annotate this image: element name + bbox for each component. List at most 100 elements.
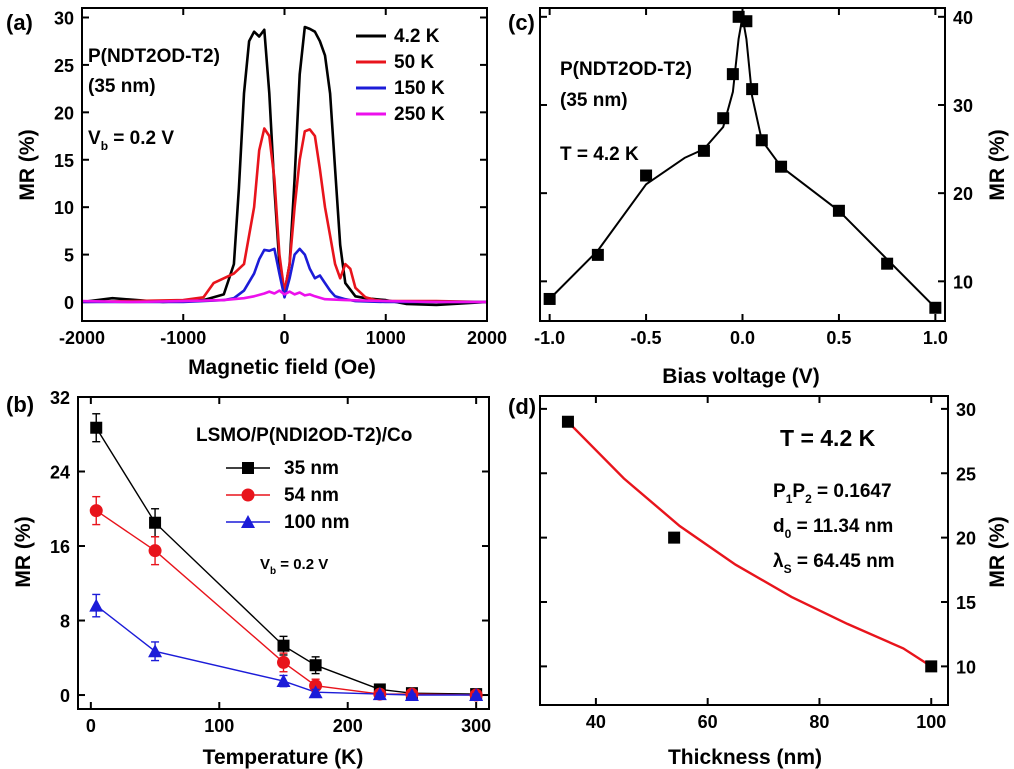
panel-b-y-tick-label: 16 bbox=[50, 537, 70, 557]
panel-a-y-tick-label: 30 bbox=[54, 8, 74, 28]
panel-c-point bbox=[740, 15, 753, 28]
panel-a-legend-label: 150 K bbox=[394, 78, 445, 99]
panel-b-point bbox=[148, 644, 163, 658]
panel-c-frame bbox=[539, 7, 946, 322]
panel-b-y-tick-label: 32 bbox=[50, 388, 70, 408]
panel-c-point bbox=[726, 68, 739, 81]
panel-c-y-tick-label: 10 bbox=[953, 272, 973, 292]
panel-a-y-tick-label: 5 bbox=[64, 246, 74, 266]
panel-d-y-tick-label: 30 bbox=[956, 400, 976, 420]
panel-d-y-tick-label: 25 bbox=[956, 464, 976, 484]
panel-a-x-tick-label: -1000 bbox=[160, 328, 206, 348]
panel-b-legend-label: 35 nm bbox=[284, 458, 339, 479]
panel-a-line-150K bbox=[82, 247, 487, 304]
panel-d-point bbox=[561, 415, 574, 428]
panel-b-point bbox=[276, 674, 291, 688]
panel-c-annotation-2: (35 nm) bbox=[560, 90, 628, 111]
panel-c-fit-curve bbox=[548, 15, 937, 309]
panel-d-y-tick-label: 20 bbox=[956, 529, 976, 549]
panel-c-y-tick-label: 20 bbox=[953, 184, 973, 204]
panel-a-x-tick-label: -2000 bbox=[59, 328, 105, 348]
panel-c-annotation-1: P(NDT2OD-T2) bbox=[560, 59, 692, 80]
panel-a-x-tick-label: 1000 bbox=[366, 328, 406, 348]
panel-c-point bbox=[775, 160, 788, 173]
panel-a-x-tick-label: 2000 bbox=[467, 328, 507, 348]
panel-a-line-50K bbox=[81, 127, 488, 304]
panel-b-bias-label: Vb = 0.2 V bbox=[260, 556, 328, 577]
panel-a-y-tick-label: 10 bbox=[54, 198, 74, 218]
panel-c-point bbox=[717, 112, 730, 125]
panel-a-y-tick-label: 25 bbox=[54, 56, 74, 76]
panel-a-label: (a) bbox=[6, 10, 33, 35]
panel-d-y-tick-label: 15 bbox=[956, 593, 976, 613]
panel-b-x-tick-label: 200 bbox=[333, 716, 363, 736]
panel-b-point bbox=[469, 688, 484, 702]
panel-c-x-tick-label: -1.0 bbox=[534, 328, 565, 348]
panel-a-legend-label: 4.2 K bbox=[394, 26, 440, 47]
panel-b-x-tick-label: 300 bbox=[461, 716, 491, 736]
panel-b-xlabel: Temperature (K) bbox=[203, 746, 364, 769]
panel-c-label: (c) bbox=[508, 10, 535, 35]
panel-a-y-tick-label: 0 bbox=[64, 293, 74, 313]
panel-a-frame bbox=[81, 7, 488, 322]
panel-b-point bbox=[89, 598, 104, 612]
panel-b-point bbox=[372, 687, 387, 701]
panel-b-point bbox=[149, 516, 162, 529]
panel-d-label: (d) bbox=[508, 394, 536, 419]
panel-d-frame bbox=[539, 395, 949, 706]
panel-b-point bbox=[277, 655, 290, 669]
panel-b-point bbox=[148, 544, 162, 558]
panel-c-point bbox=[746, 83, 759, 96]
panel-c-fit-line bbox=[548, 15, 937, 309]
panel-d-param-d0: d0 = 11.34 nm bbox=[773, 516, 893, 541]
panel-a-y-tick-label: 15 bbox=[54, 151, 74, 171]
panel-b-point bbox=[404, 688, 419, 702]
panel-b-label: (b) bbox=[6, 392, 34, 417]
panel-d-param-lambda: λS = 64.45 nm bbox=[773, 551, 895, 576]
panel-b-point bbox=[90, 421, 103, 434]
panel-c-point bbox=[543, 292, 556, 305]
panel-d-y-tick-label: 10 bbox=[956, 657, 976, 677]
panel-a-x-tick-label: 0 bbox=[279, 328, 289, 348]
panel-a-annotation-1: P(NDT2OD-T2) bbox=[88, 46, 220, 67]
panel-d-x-tick-label: 40 bbox=[586, 712, 606, 732]
panel-c-x-tick-label: 0.5 bbox=[826, 328, 851, 348]
panel-b-point bbox=[308, 685, 323, 699]
panel-c-x-tick-label: -0.5 bbox=[631, 328, 662, 348]
panel-d-param-p1p2: P1P2 = 0.1647 bbox=[773, 481, 892, 506]
panel-b-y-tick-label: 8 bbox=[60, 612, 70, 632]
panel-c-point bbox=[591, 248, 604, 261]
panel-d-ylabel: MR (%) bbox=[986, 516, 1009, 587]
panel-b-axis-ticks: 0 100 200 300 0 8 16 24 32 bbox=[50, 388, 491, 736]
panel-a-legend-label: 250 K bbox=[394, 104, 445, 125]
panel-a-ylabel: MR (%) bbox=[16, 129, 39, 200]
panel-b-frame bbox=[77, 396, 490, 710]
panel-c-ylabel: MR (%) bbox=[986, 129, 1009, 200]
panel-b: (b) 0 100 200 300 0 8 16 24 32 LSMO/P(NDI2OD-T2)… bbox=[6, 388, 491, 769]
panel-a-legend: 4.2 K 50 K 150 K 250 K bbox=[356, 26, 445, 125]
panel-b-x-tick-label: 0 bbox=[86, 716, 96, 736]
panel-c-axis-ticks: -1.0 -0.5 0.0 0.5 1.0 10 20 30 40 bbox=[534, 8, 973, 348]
panel-c-xlabel: Bias voltage (V) bbox=[662, 365, 820, 388]
panel-b-point bbox=[309, 659, 322, 672]
panel-d-x-tick-label: 80 bbox=[809, 712, 829, 732]
panel-d: (d) 40 60 80 100 10 15 20 25 30 T = 4.2 K P1P2 =… bbox=[508, 394, 1009, 769]
panel-b-point bbox=[89, 504, 103, 518]
panel-c-point bbox=[832, 204, 845, 217]
panel-a: (a) -2000 -1000 0 1000 2000 0 5 10 15 20 25 30 P(ND… bbox=[6, 7, 507, 379]
panel-b-data-points bbox=[89, 413, 484, 702]
panel-b-legend-marker bbox=[241, 515, 255, 528]
panel-d-point bbox=[668, 531, 681, 544]
panel-a-axis-ticks: -2000 -1000 0 1000 2000 0 5 10 15 20 25 30 bbox=[54, 8, 507, 348]
panel-a-xlabel: Magnetic field (Oe) bbox=[188, 356, 376, 379]
panel-b-legend: 35 nm 54 nm 100 nm bbox=[226, 458, 349, 533]
panel-c-point bbox=[697, 144, 710, 157]
panel-b-legend-label: 100 nm bbox=[284, 512, 349, 533]
panel-a-bias-label: Vb = 0.2 V bbox=[88, 128, 174, 153]
panel-d-data-points bbox=[561, 415, 938, 673]
panel-b-legend-marker bbox=[241, 488, 255, 502]
panel-d-fit-curve bbox=[567, 420, 932, 668]
panel-c: (c) -1.0 -0.5 0.0 0.5 1.0 10 20 30 40 P(NDT2OD-T… bbox=[508, 7, 1009, 388]
panel-c-point bbox=[755, 134, 768, 147]
